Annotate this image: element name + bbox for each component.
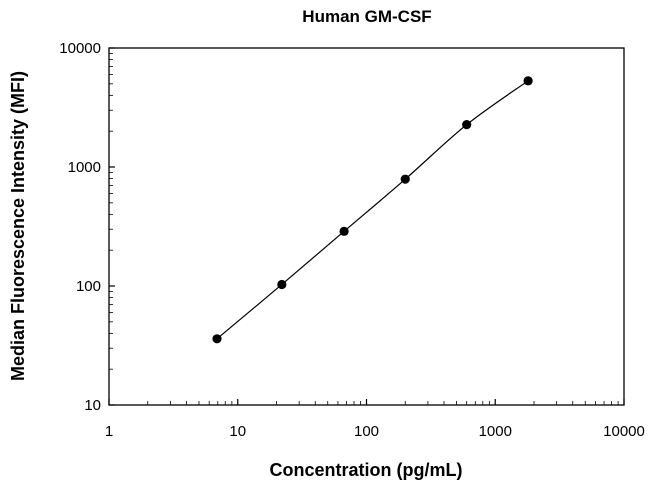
data-point	[339, 226, 349, 236]
x-axis-label: Concentration (pg/mL)	[270, 460, 463, 480]
x-tick-label: 1	[105, 423, 113, 440]
plot-frame	[108, 47, 625, 406]
x-tick-label: 10	[229, 423, 246, 440]
x-tick-label: 10000	[603, 423, 645, 440]
data-point	[523, 76, 533, 86]
data-point	[277, 279, 287, 290]
fit-curve	[216, 80, 529, 340]
chart-title: Human GM-CSF	[302, 7, 431, 26]
y-tick-label: 10000	[59, 40, 101, 57]
axis-ticks	[108, 47, 625, 406]
x-tick-label: 1000	[479, 423, 512, 440]
y-axis-label: Median Fluorescence Intensity (MFI)	[8, 71, 28, 381]
data-point	[400, 174, 410, 184]
y-tick-label: 100	[76, 278, 101, 295]
y-tick-label: 1000	[68, 159, 101, 176]
data-points	[212, 76, 533, 344]
data-point	[212, 334, 222, 344]
y-tick-label: 10	[84, 397, 101, 414]
x-tick-label: 100	[354, 423, 379, 440]
data-point	[462, 120, 472, 130]
